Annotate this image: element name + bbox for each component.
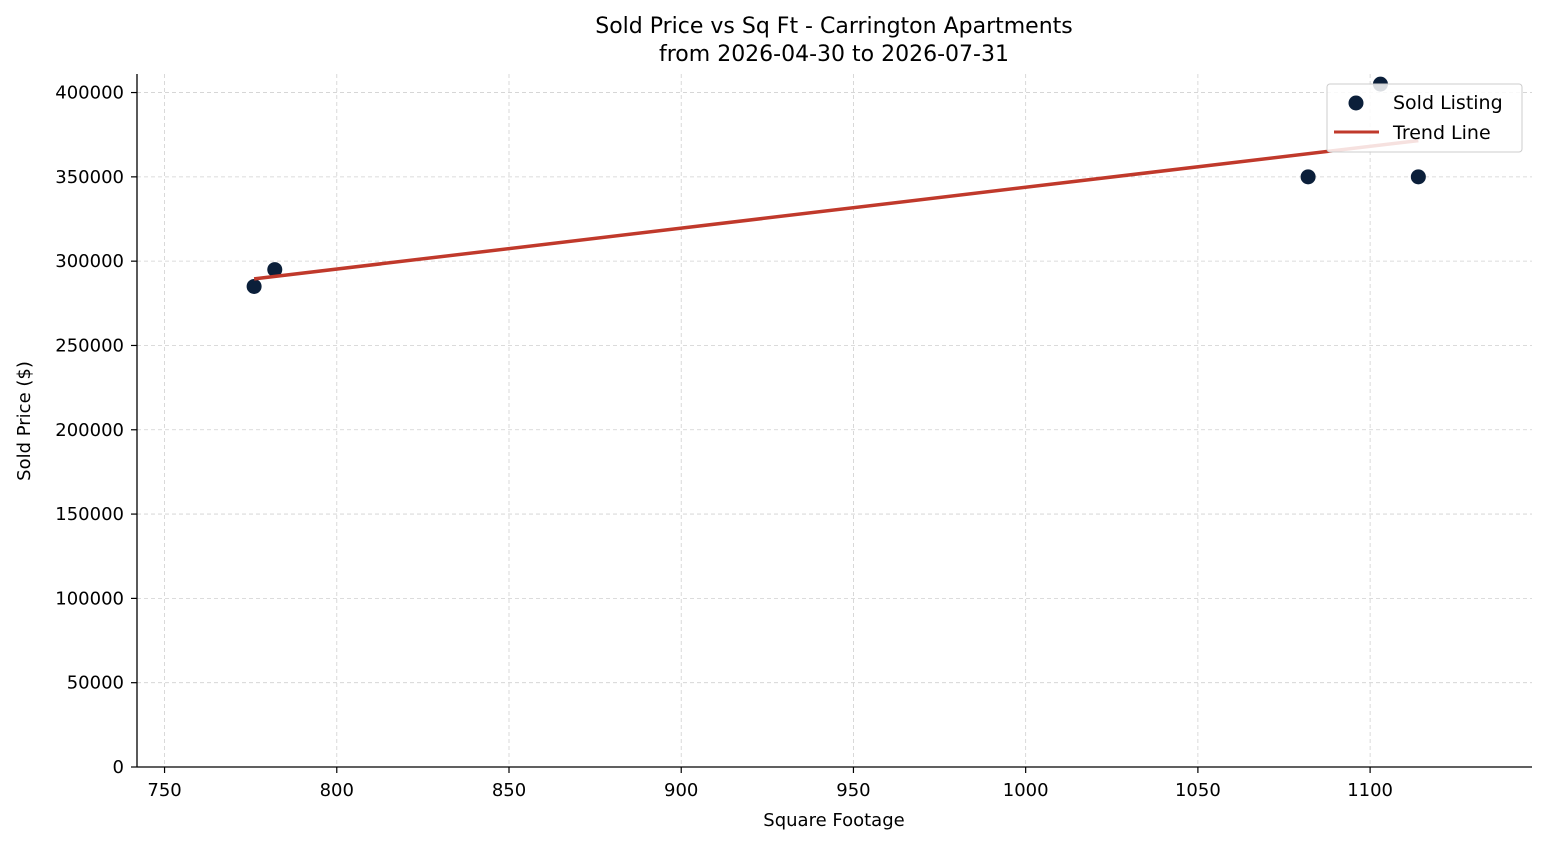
scatter-point <box>1300 169 1316 185</box>
gridlines <box>137 74 1532 767</box>
chart-title: Sold Price vs Sq Ft - Carrington Apartme… <box>595 14 1073 39</box>
x-tick-label: 1050 <box>1175 780 1221 801</box>
x-tick-label: 1000 <box>1003 780 1049 801</box>
x-tick-label: 850 <box>492 780 526 801</box>
legend-marker-sold-listing <box>1348 95 1364 111</box>
legend-box <box>1326 83 1523 153</box>
y-ticks: 0 50000 100000 150000 200000 250000 300000 3500… <box>55 83 137 778</box>
scatter-point <box>267 262 283 278</box>
y-axis-label: Sold Price ($) <box>14 361 35 481</box>
trend-line <box>253 138 1419 281</box>
chart-subtitle: from 2026-04-30 to 2026-07-31 <box>659 42 1009 67</box>
x-tick-label: 800 <box>320 780 354 801</box>
y-tick-label: 200000 <box>55 420 124 441</box>
legend: Sold Listing Trend Line <box>1326 83 1523 153</box>
y-tick-label: 400000 <box>55 83 124 104</box>
y-tick-label: 50000 <box>67 673 124 694</box>
x-tick-label: 950 <box>836 780 870 801</box>
y-tick-label: 0 <box>113 757 124 778</box>
y-tick-label: 100000 <box>55 588 124 609</box>
legend-label-sold-listing: Sold Listing <box>1393 92 1503 114</box>
y-tick-label: 150000 <box>55 504 124 525</box>
axes <box>136 74 1532 768</box>
y-tick-label: 350000 <box>55 167 124 188</box>
scatter-point <box>246 278 262 294</box>
y-tick-label: 250000 <box>55 335 124 356</box>
x-tick-label: 1100 <box>1347 780 1393 801</box>
legend-label-trend-line: Trend Line <box>1392 122 1491 144</box>
x-tick-label: 750 <box>147 780 181 801</box>
x-axis-label: Square Footage <box>763 810 904 831</box>
x-ticks: 750 800 850 900 950 1000 1050 1100 <box>147 767 1393 801</box>
x-tick-label: 900 <box>664 780 698 801</box>
chart-marks <box>246 76 1426 294</box>
y-tick-label: 300000 <box>55 251 124 272</box>
scatter-point <box>1410 169 1426 185</box>
